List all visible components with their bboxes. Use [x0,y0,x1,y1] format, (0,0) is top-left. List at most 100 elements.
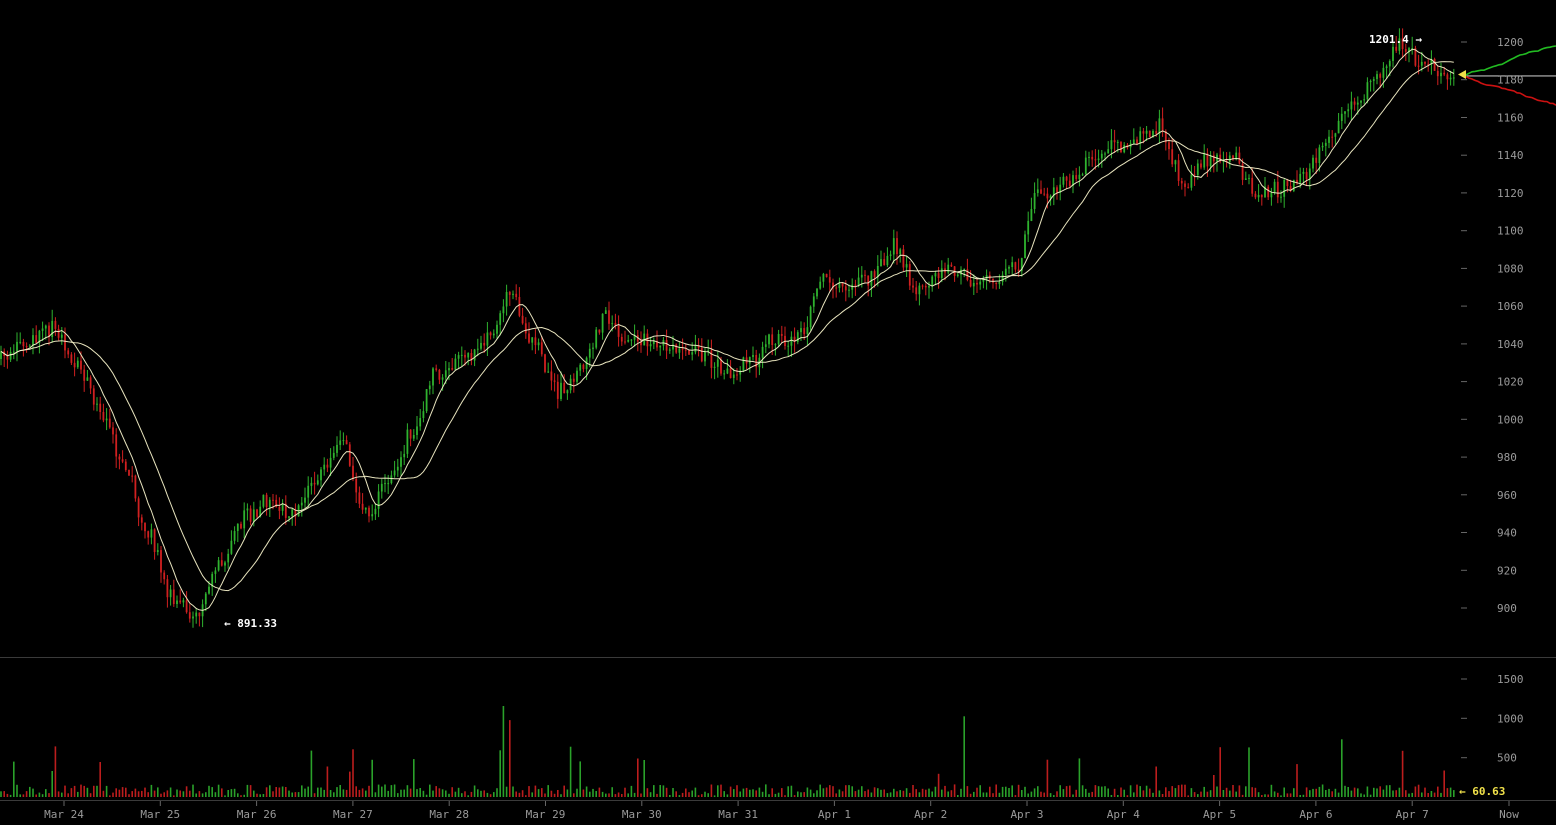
volume-bar [774,793,777,797]
candle-body [243,510,246,529]
volume-bar [512,786,514,797]
candle-body [460,354,463,356]
candle-body [1184,183,1186,187]
volume-bar [1030,791,1033,797]
volume-bar [400,789,402,797]
candle-body [633,335,636,340]
volume-bar [656,793,658,797]
candle-body [403,453,406,458]
candle-body [185,600,188,613]
volume-bar [374,792,377,797]
candle-body [150,529,153,538]
volume-bar [710,784,713,797]
time-tick-label: Mar 27 [333,808,373,821]
volume-bar [1001,786,1004,797]
candle-body [1177,160,1180,181]
candle-body [1100,153,1103,159]
candle-body [1174,160,1177,165]
candle-body [1388,61,1391,67]
candle-body [1046,193,1049,199]
candle-body [364,507,367,510]
candle-body [422,411,425,418]
candle-body [1382,67,1385,78]
candle-body [307,485,310,498]
candle-body [483,342,486,346]
candle-body [598,329,601,333]
volume-bar [819,784,821,797]
candle-body [595,329,598,348]
price-tick-label: 1200 [1497,36,1524,49]
volume-bar [1187,795,1189,797]
volume-bar [1235,791,1237,797]
candle-body [1292,179,1295,191]
candle-body [1072,175,1074,186]
candle-body [176,600,178,604]
volume-bar [915,789,917,797]
volume-bar [1376,788,1378,797]
candle-body [400,457,402,467]
candle-body [188,612,191,619]
volume-bar [381,786,383,797]
candle-body [236,523,239,531]
candle-body [355,478,358,493]
volume-bar [755,790,757,797]
price-tick-label: 1000 [1497,413,1524,426]
candle-body [105,418,108,421]
price-tick-label: 1160 [1497,112,1524,125]
volume-bar [1302,794,1305,797]
volume-bar [361,788,364,797]
candle-body [512,293,514,295]
candle-body [912,285,914,288]
candle-body [694,345,697,353]
volume-bar [950,790,953,797]
volume-bar [1238,785,1241,797]
candle-body [1276,181,1279,198]
volume-bar [605,793,607,797]
candle-body [790,336,793,346]
volume-bar [179,790,181,797]
volume-bar [825,787,828,797]
candle-body [976,282,978,285]
candle-body [720,359,722,374]
volume-bar [1286,793,1289,797]
volume-bar [345,789,348,797]
volume-bar [1273,791,1276,797]
candle-body [867,275,870,286]
candle-body [883,259,886,266]
candle-body [624,341,626,343]
volume-bar [1264,794,1266,797]
volume-bar [998,792,1001,797]
volume-bar [1097,786,1100,797]
volume-bar [9,794,12,797]
volume-bar [1254,787,1257,797]
candle-body [92,388,95,405]
volume-bar [288,790,290,797]
candle-body [1238,152,1241,164]
candle-body [1344,111,1346,114]
candle-body [886,255,889,266]
volume-bar [1005,786,1007,797]
volume-bar [221,788,223,797]
volume-bar [1411,792,1413,797]
candle-body [89,377,92,389]
candle-body [716,359,719,367]
candle-body [1267,186,1270,198]
volume-bar [1449,787,1452,797]
volume-bar [505,786,508,797]
volume-bar [899,790,901,797]
candle-body [134,475,137,499]
volume-bar [144,787,146,797]
volume-bar [1315,788,1317,797]
volume-bar [1379,786,1381,797]
volume-bar [470,791,473,797]
candle-body [240,523,242,529]
volume-bar [1325,790,1327,797]
volume-bar [457,787,460,797]
volume-bar [845,785,847,797]
time-tick-label: Apr 2 [914,808,947,821]
volume-bar [1270,784,1273,797]
time-tick-label: Apr 5 [1203,808,1236,821]
candle-body [736,374,738,376]
volume-bar [1331,791,1333,797]
